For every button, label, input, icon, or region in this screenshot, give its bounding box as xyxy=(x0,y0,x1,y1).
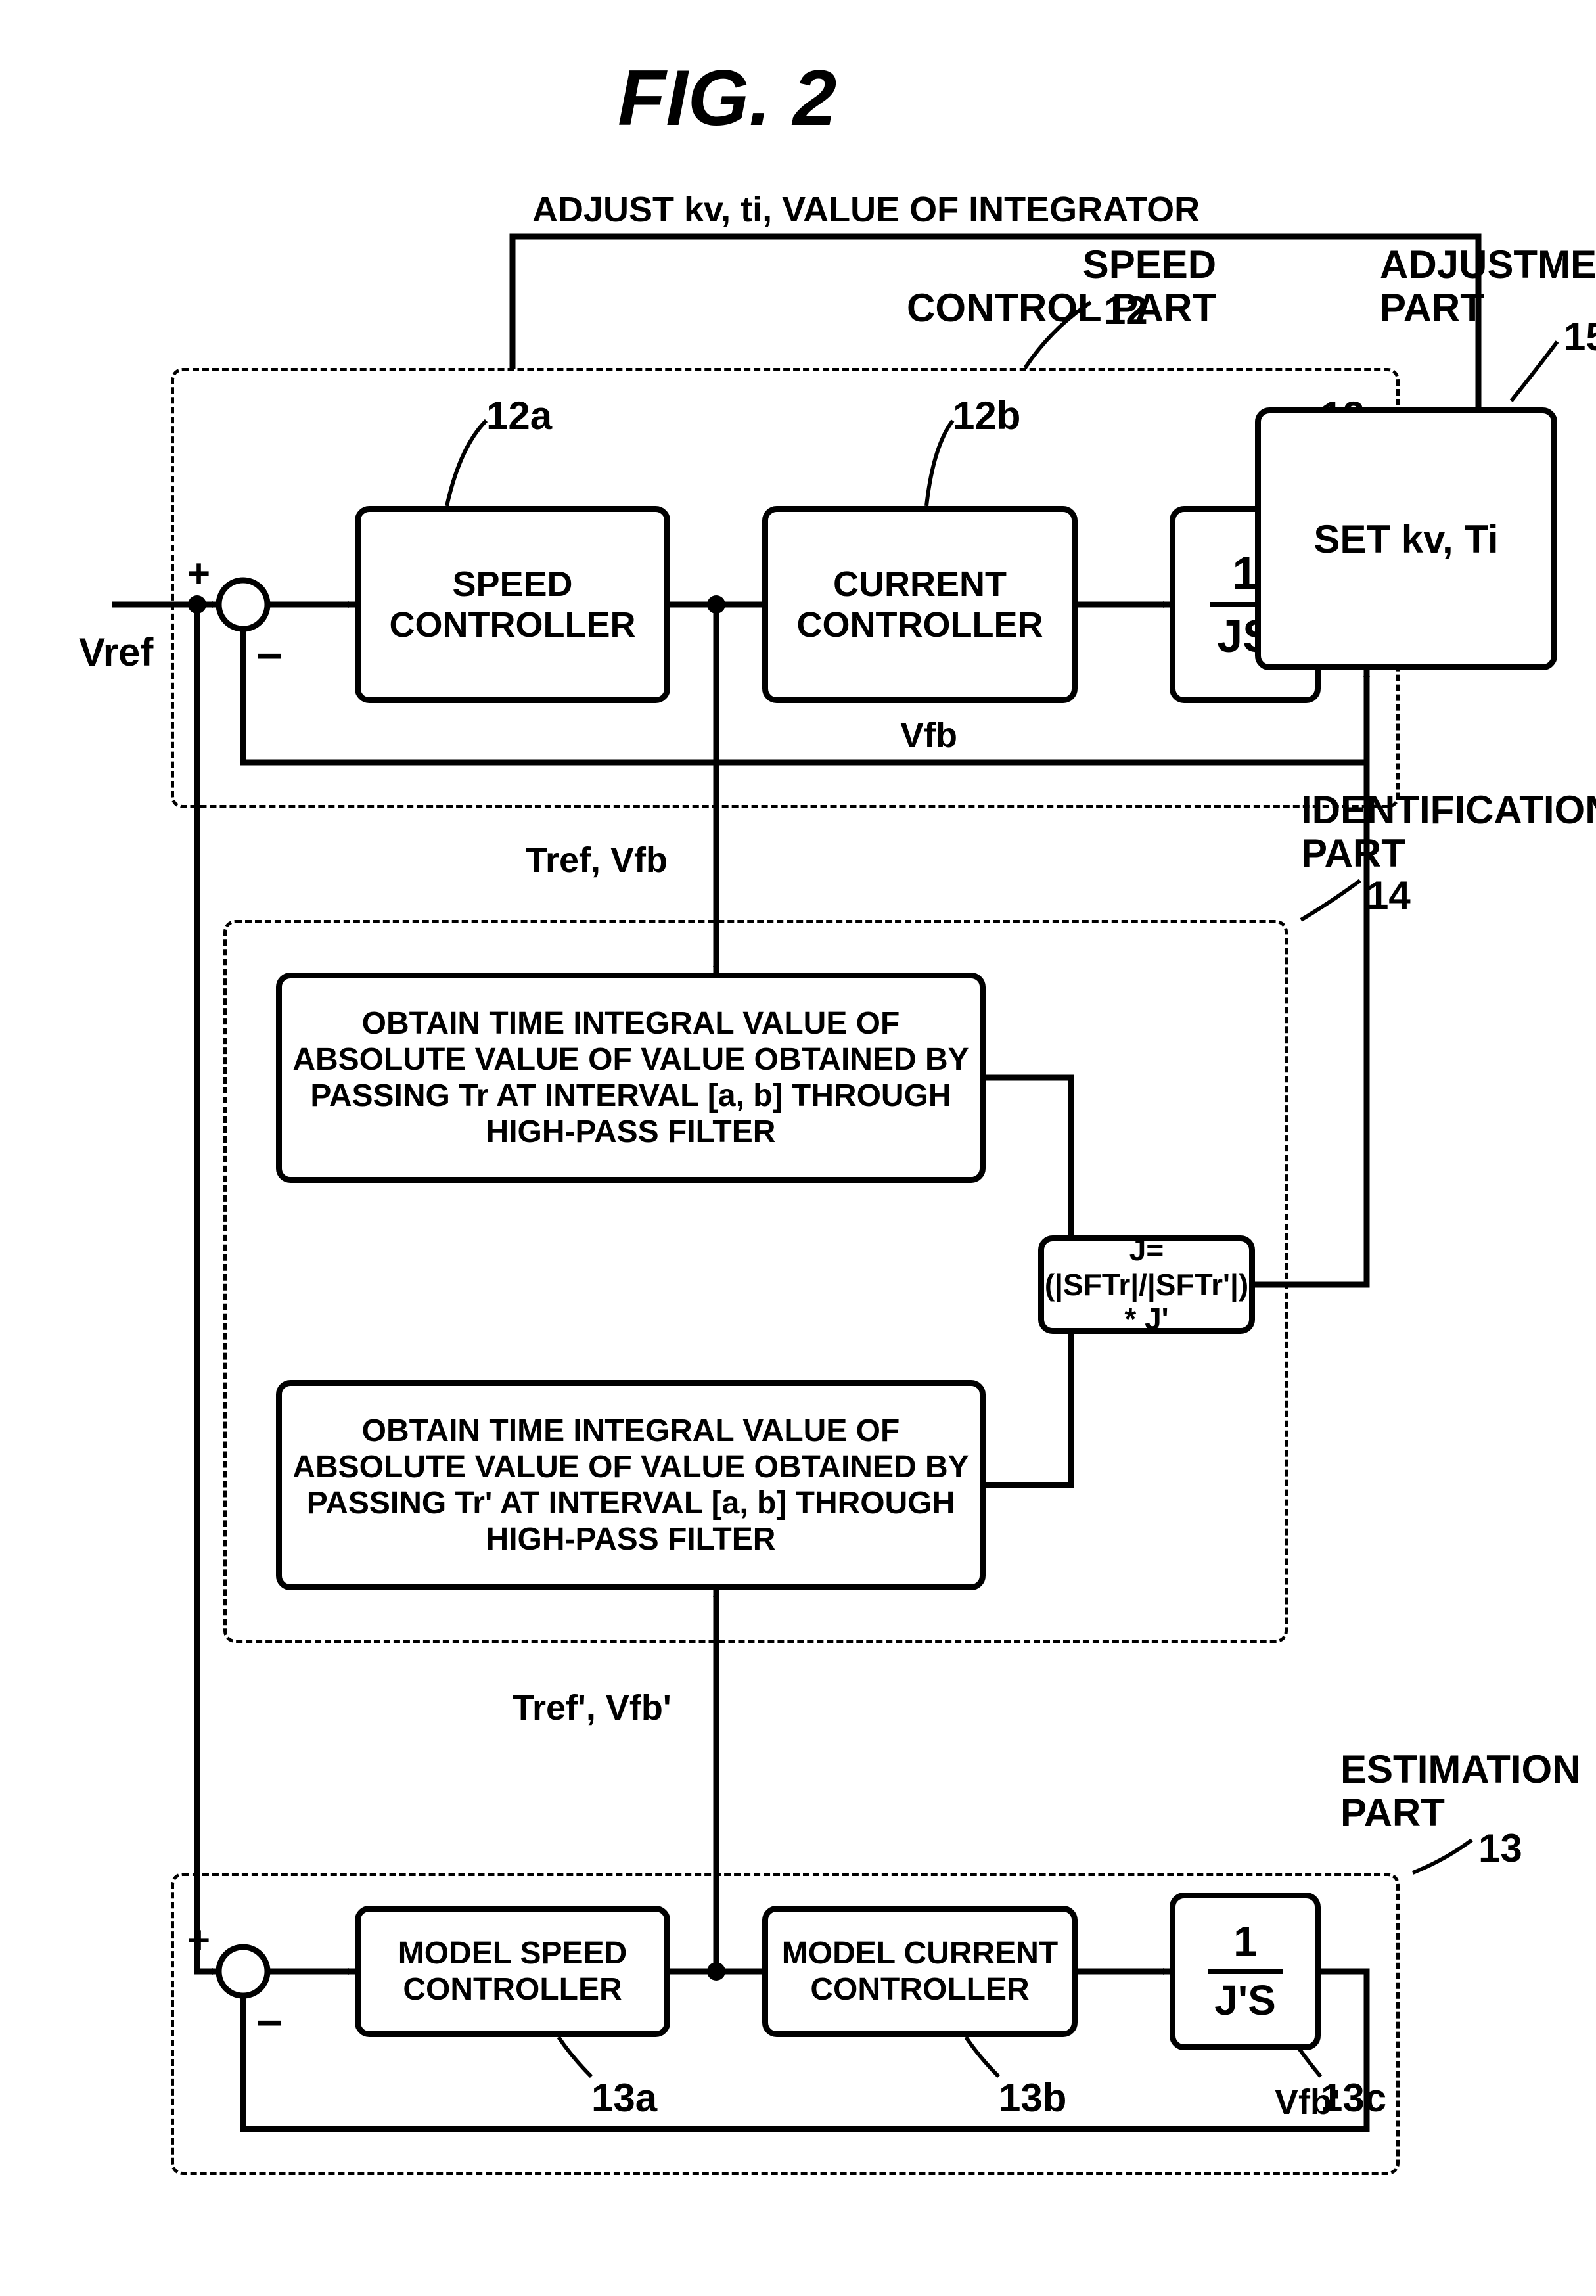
vfb-label: Vfb xyxy=(900,716,957,755)
current-controller-text: CURRENT CONTROLLER xyxy=(768,564,1072,645)
ref-13a: 13a xyxy=(591,2077,657,2120)
identification-part-label: IDENTIFICATION PART xyxy=(1301,789,1596,875)
j-formula-text: J=(|SFTr|/|SFTr'|) * J' xyxy=(1045,1233,1248,1337)
model-current-controller-text: MODEL CURRENT CONTROLLER xyxy=(768,1935,1072,2008)
model-speed-controller-block: MODEL SPEED CONTROLLER xyxy=(355,1906,670,2037)
integral-bottom-block: OBTAIN TIME INTEGRAL VALUE OF ABSOLUTE V… xyxy=(276,1380,986,1590)
tref-vfb-prime-label: Tref', Vfb' xyxy=(513,1689,672,1728)
integral-bottom-text: OBTAIN TIME INTEGRAL VALUE OF ABSOLUTE V… xyxy=(282,1413,980,1558)
j-formula-block: J=(|SFTr|/|SFTr'|) * J' xyxy=(1038,1235,1255,1334)
ref-12b: 12b xyxy=(953,394,1020,438)
speed-controller-text: SPEED CONTROLLER xyxy=(361,564,664,645)
current-controller-block: CURRENT CONTROLLER xyxy=(762,506,1078,703)
tref-vfb-label: Tref, Vfb xyxy=(526,841,668,880)
integrator-13c-den: J'S xyxy=(1208,1969,1283,2028)
speed-control-part-ref: 12 xyxy=(1104,289,1148,333)
sum13-minus: − xyxy=(256,1998,283,2048)
diagram-canvas: FIG. 2 xyxy=(26,26,1596,2270)
sum12-plus: + xyxy=(187,552,210,595)
model-current-controller-block: MODEL CURRENT CONTROLLER xyxy=(762,1906,1078,2037)
set-kv-ti-block: SET kv, Ti xyxy=(1255,407,1557,670)
vref-label: Vref xyxy=(79,631,153,674)
integrator-13c-num: 1 xyxy=(1227,1915,1264,1969)
integrator-13c-block: 1 J'S xyxy=(1170,1893,1321,2050)
speed-control-part-label: SPEED CONTROL PART xyxy=(907,243,1216,330)
sum12-minus: − xyxy=(256,631,283,681)
integral-top-text: OBTAIN TIME INTEGRAL VALUE OF ABSOLUTE V… xyxy=(282,1005,980,1151)
ref-13b: 13b xyxy=(999,2077,1066,2120)
set-kv-ti-text: SET kv, Ti xyxy=(1313,517,1498,562)
vfb-prime-label: Vfb' xyxy=(1275,2083,1340,2122)
speed-controller-block: SPEED CONTROLLER xyxy=(355,506,670,703)
estimation-part-label: ESTIMATION PART xyxy=(1340,1748,1581,1835)
sum13-plus: + xyxy=(187,1919,210,1962)
adjust-line-label: ADJUST kv, ti, VALUE OF INTEGRATOR xyxy=(532,191,1200,229)
adjustment-part-ref: 15 xyxy=(1564,315,1596,359)
identification-part-ref: 14 xyxy=(1367,874,1411,917)
integral-top-block: OBTAIN TIME INTEGRAL VALUE OF ABSOLUTE V… xyxy=(276,973,986,1183)
estimation-part-ref: 13 xyxy=(1478,1827,1522,1870)
ref-12a: 12a xyxy=(486,394,552,438)
model-speed-controller-text: MODEL SPEED CONTROLLER xyxy=(361,1935,664,2008)
figure-title: FIG. 2 xyxy=(618,53,836,143)
